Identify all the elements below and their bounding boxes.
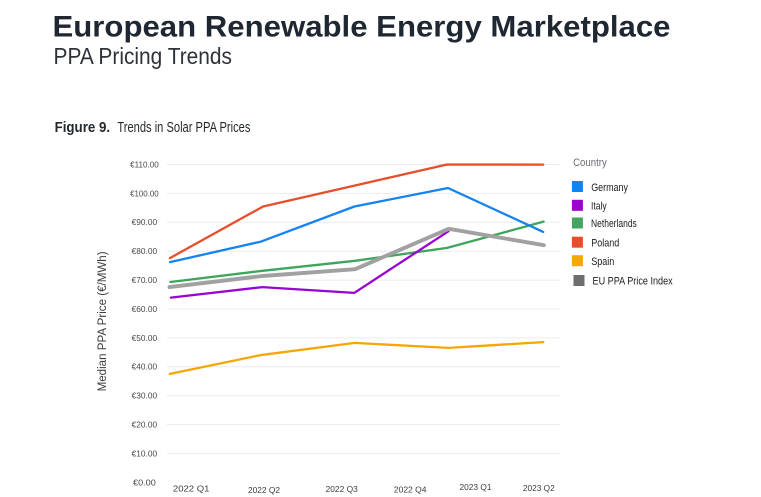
svg-text:2022 Q4: 2022 Q4 xyxy=(394,484,427,494)
svg-text:Spain: Spain xyxy=(591,256,614,268)
svg-text:€100.00: €100.00 xyxy=(130,189,159,198)
svg-text:Trends in Solar PPA Prices: Trends in Solar PPA Prices xyxy=(117,120,250,136)
svg-text:€70.00: €70.00 xyxy=(132,276,158,285)
svg-text:Germany: Germany xyxy=(591,182,628,194)
svg-text:€20.00: €20.00 xyxy=(132,421,158,430)
svg-text:2022 Q2: 2022 Q2 xyxy=(248,485,280,495)
svg-text:PPA Pricing Trends: PPA Pricing Trends xyxy=(54,43,233,69)
svg-text:€60.00: €60.00 xyxy=(132,305,158,314)
svg-text:€10.00: €10.00 xyxy=(132,449,158,458)
svg-text:€90.00: €90.00 xyxy=(132,218,158,227)
svg-text:Italy: Italy xyxy=(591,201,607,213)
svg-text:2022 Q3: 2022 Q3 xyxy=(326,484,358,494)
svg-text:Country: Country xyxy=(573,157,607,169)
svg-text:€110.00: €110.00 xyxy=(130,160,159,169)
svg-text:Median PPA Price (€/MWh): Median PPA Price (€/MWh) xyxy=(97,251,109,391)
svg-text:€0.00: €0.00 xyxy=(133,478,156,487)
svg-text:European Renewable Energy Mark: European Renewable Energy Marketplace xyxy=(53,10,671,43)
svg-text:€40.00: €40.00 xyxy=(132,363,158,372)
svg-text:2023 Q1: 2023 Q1 xyxy=(460,482,492,492)
svg-text:2023 Q2: 2023 Q2 xyxy=(523,483,555,493)
svg-text:€30.00: €30.00 xyxy=(132,392,158,401)
svg-text:€50.00: €50.00 xyxy=(132,334,158,343)
svg-text:2022 Q1: 2022 Q1 xyxy=(173,484,210,494)
svg-text:Figure 9.: Figure 9. xyxy=(55,120,111,136)
svg-text:€80.00: €80.00 xyxy=(132,247,158,256)
svg-text:Poland: Poland xyxy=(591,238,619,250)
svg-text:Netherlands: Netherlands xyxy=(591,218,637,230)
svg-text:EU PPA Price Index: EU PPA Price Index xyxy=(593,275,673,287)
